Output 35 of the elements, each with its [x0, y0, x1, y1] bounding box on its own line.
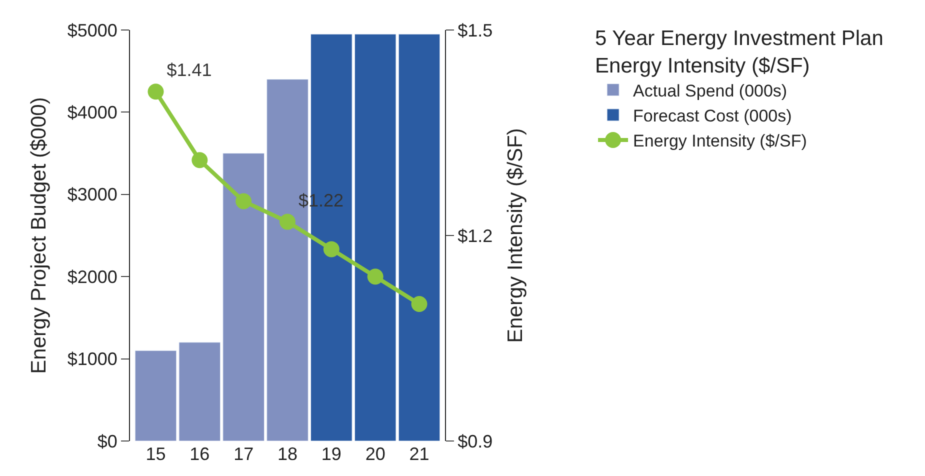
point [323, 241, 340, 258]
bar [134, 350, 177, 441]
bar [178, 342, 221, 441]
x-tick-label: 20 [365, 444, 386, 464]
point [367, 268, 384, 285]
x-tick-label: 19 [321, 444, 342, 464]
bar [354, 34, 396, 441]
legend-label: Actual Spend (000s) [633, 81, 788, 100]
y2-tick-label: $1.2 [458, 226, 493, 246]
x-tick-label: 17 [234, 444, 254, 464]
y-tick-label: $3000 [67, 184, 118, 205]
y-axis-title: Energy Project Budget ($000) [27, 97, 50, 374]
y-tick-label: $0 [97, 431, 118, 452]
x-tick-label: 21 [409, 444, 430, 464]
legend-label: Forecast Cost (000s) [633, 106, 792, 126]
y-tick-label: $2000 [67, 266, 118, 287]
y-tick-label: $5000 [67, 20, 118, 40]
y2-tick-label: $1.5 [458, 20, 493, 40]
bar [222, 153, 264, 441]
legend-title: 5 Year Energy Investment Plan Energy Intensity ($/SF) [595, 26, 884, 78]
y-tick-label: $4000 [67, 102, 118, 122]
y2-tick-label: $0.9 [458, 431, 493, 452]
point [236, 193, 252, 210]
x-tick-label: 18 [277, 444, 298, 464]
legend-label: Energy Intensity ($/SF) [633, 132, 807, 151]
point [148, 84, 164, 100]
x-tick-label: 16 [190, 444, 210, 464]
point [411, 296, 428, 312]
y2-axis-title: Energy Intensity ($/SF) [504, 128, 527, 343]
data-label: $1.41 [166, 60, 212, 80]
x-tick-label: 15 [146, 444, 166, 464]
bar [398, 34, 440, 441]
y-tick-label: $1000 [67, 349, 118, 370]
point [192, 152, 208, 168]
point [280, 214, 296, 230]
